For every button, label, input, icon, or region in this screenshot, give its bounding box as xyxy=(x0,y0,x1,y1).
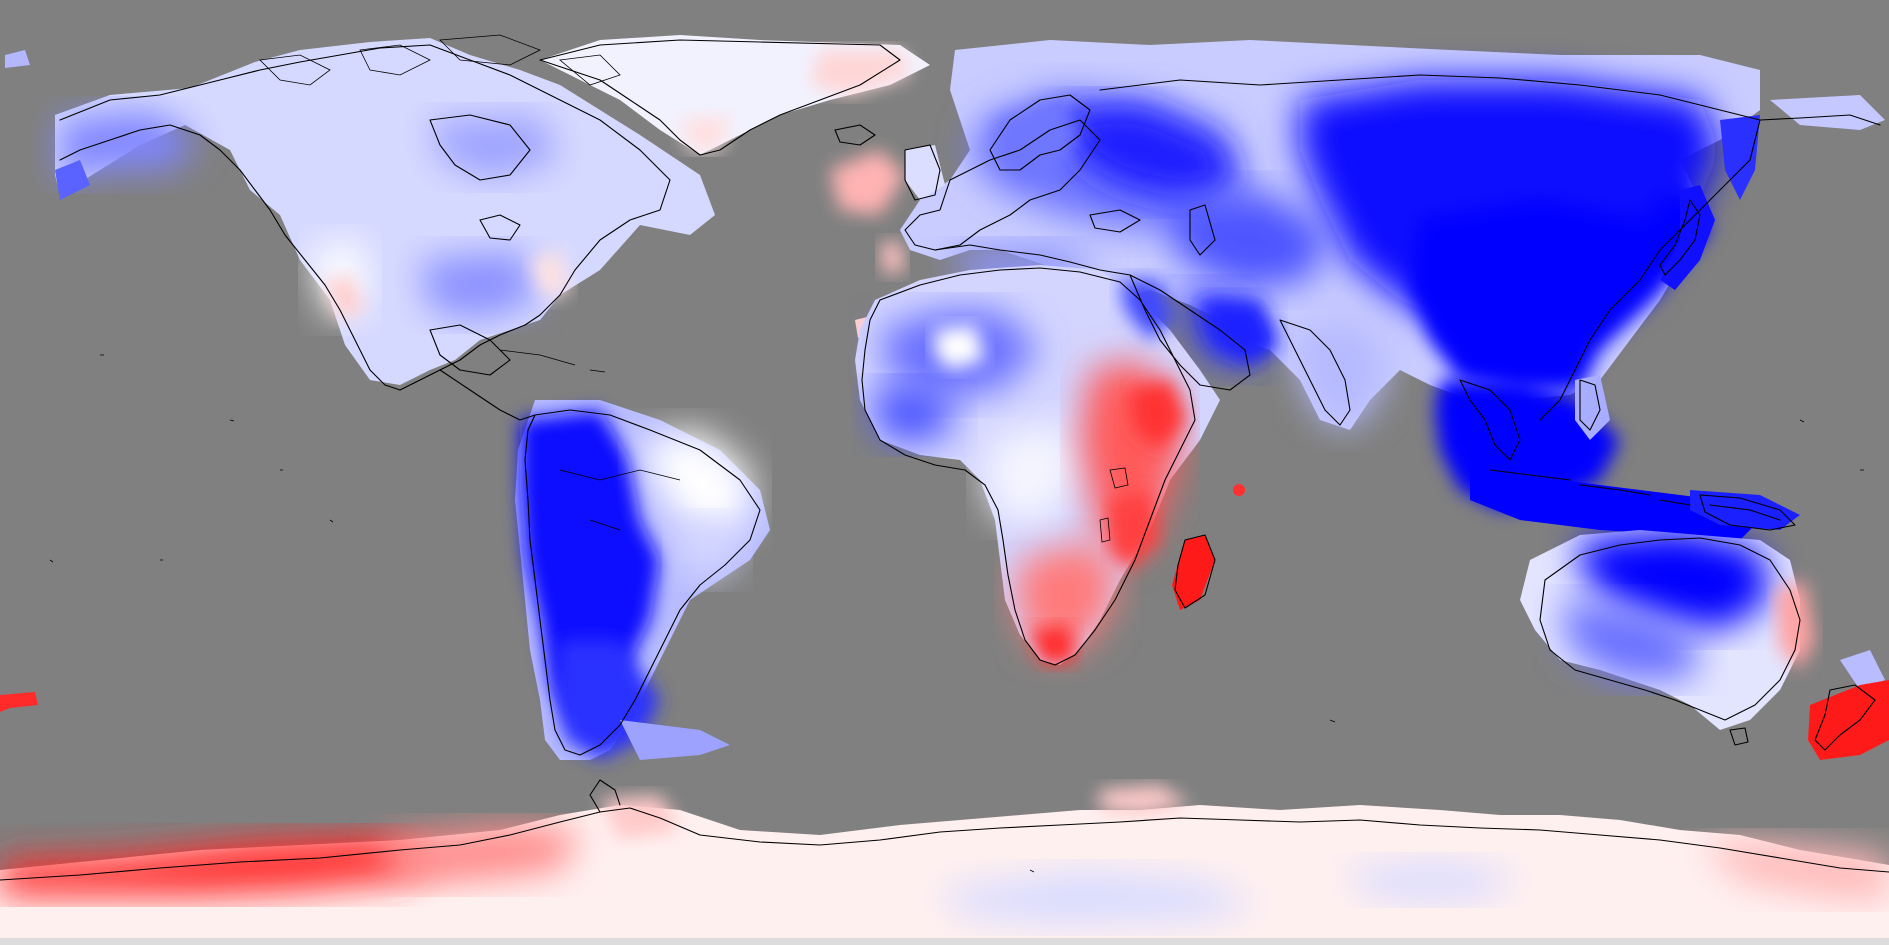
coastline-new-guinea xyxy=(1699,494,1796,531)
antarctica-east-light-blue xyxy=(940,870,1260,925)
iran-blue xyxy=(1200,300,1280,365)
coastline-new-zealand xyxy=(1814,684,1876,751)
small-islands xyxy=(49,354,1864,873)
iberia-west-pink xyxy=(880,240,905,275)
region-north-america xyxy=(5,38,715,385)
region-africa xyxy=(855,265,1245,665)
greenland-pink-south xyxy=(680,115,730,150)
west-africa-blue xyxy=(870,385,960,445)
patagonia-light xyxy=(620,720,730,760)
coastline-madagascar xyxy=(1174,534,1216,609)
coastlines xyxy=(0,34,1889,881)
new-guinea-blue xyxy=(1690,490,1800,530)
north-america-base xyxy=(55,38,715,385)
region-eurasia xyxy=(900,40,1885,540)
coastline-caspian xyxy=(1189,204,1216,256)
coastline-iceland xyxy=(834,124,876,146)
coastline-greenland xyxy=(539,39,901,156)
antarctica-west-red xyxy=(0,835,440,895)
antarctica-east-light-blue-2 xyxy=(1340,860,1520,900)
coastline-asia-east xyxy=(1539,119,1761,421)
antarctic-peninsula-pink xyxy=(600,795,680,840)
indonesia-blue xyxy=(1470,470,1760,540)
coastline-india xyxy=(1279,319,1351,426)
coastline-african-lakes xyxy=(1099,467,1129,543)
coastline-indonesia xyxy=(1489,469,1781,521)
region-antarctica xyxy=(0,785,1889,945)
brazil-east-white xyxy=(640,430,750,540)
horn-red xyxy=(1130,380,1185,450)
russia-deep-blue xyxy=(1060,105,1240,200)
greenland-pink-east xyxy=(810,50,910,95)
coastline-hudson-bay xyxy=(429,114,531,181)
bottom-border xyxy=(0,938,1889,945)
antarctica-west-pink xyxy=(380,825,580,885)
coastline-antarctic-peninsula xyxy=(589,779,621,813)
australia-mid-blue xyxy=(1560,600,1700,680)
chukotka-light xyxy=(1770,95,1885,130)
region-south-america xyxy=(515,400,770,760)
north-america-pink-east xyxy=(530,250,570,300)
amazon-deep-blue xyxy=(520,410,660,720)
coastline-arabia xyxy=(1129,274,1251,391)
north-america-blue-west xyxy=(60,110,200,180)
coastline-caribbean xyxy=(499,349,606,373)
brazil-light xyxy=(675,520,740,580)
coastline-central-america xyxy=(439,369,536,421)
coastline-se-asia xyxy=(1459,379,1521,461)
coastline-europe xyxy=(904,119,1101,251)
coastline-asia-north xyxy=(1099,74,1881,126)
coastline-gulf-mexico xyxy=(429,324,511,376)
central-africa-light xyxy=(985,420,1080,520)
sahara-white-spot xyxy=(935,325,985,370)
east-asia-deep-blue xyxy=(1410,180,1710,390)
madagascar-red xyxy=(1172,535,1215,610)
coastline-great-lakes xyxy=(479,214,521,241)
cape-red xyxy=(1030,625,1075,665)
coastline-north-america xyxy=(59,44,671,391)
new-caledonia-light xyxy=(1840,650,1885,690)
coastline-mediterranean xyxy=(934,244,1131,276)
coastline-black-sea xyxy=(1089,209,1141,233)
reunion-red-dot xyxy=(1233,484,1245,496)
east-coast-pink xyxy=(1775,580,1815,670)
japan-blue xyxy=(1660,185,1715,290)
north-america-pink-sw xyxy=(325,275,365,320)
iceland-pink xyxy=(830,150,905,215)
pacific-islands xyxy=(49,354,1864,873)
coastline-scandinavia xyxy=(989,94,1091,171)
australia-deep-blue xyxy=(1580,530,1770,630)
region-greenland xyxy=(540,35,930,155)
coastline-australia xyxy=(1539,537,1801,721)
central-asia-blue xyxy=(1160,190,1330,290)
mozambique-red xyxy=(1110,490,1160,570)
coastline-africa xyxy=(861,267,1196,666)
coastline-philippines xyxy=(1579,379,1601,431)
coastline-amazon-rivers xyxy=(559,469,681,531)
coastline-antarctica xyxy=(0,807,1889,881)
coastline-japan xyxy=(1659,199,1701,276)
antarctica-east-pink xyxy=(1700,840,1889,900)
india-light xyxy=(1290,320,1390,430)
coastline-arctic-islands xyxy=(259,34,621,86)
antarctica-coast-pink xyxy=(1100,785,1190,815)
coastline-south-america xyxy=(524,409,761,756)
alaska-tip-blue xyxy=(55,160,90,200)
aleutian-blue xyxy=(5,50,30,68)
kamchatka-blue xyxy=(1720,115,1760,200)
north-america-blue-center xyxy=(420,250,540,320)
region-south-islands xyxy=(0,692,38,712)
coastline-tasmania xyxy=(1729,727,1749,746)
north-america-blue-hudson xyxy=(430,115,560,180)
south-west-pacific-red xyxy=(0,692,38,712)
scandinavia-blue xyxy=(995,100,1080,175)
